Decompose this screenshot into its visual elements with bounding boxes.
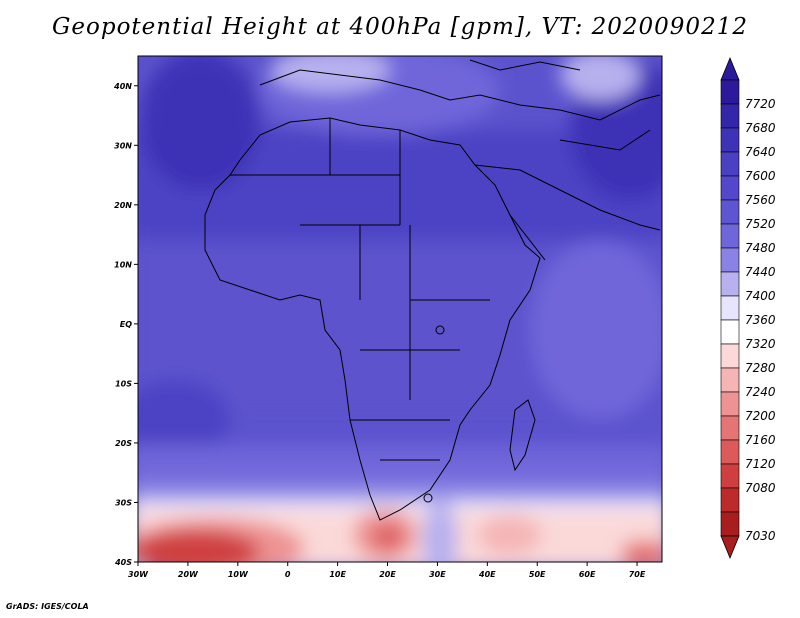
lon-tick-label: 30E bbox=[429, 570, 446, 579]
colorbar-label: 7640 bbox=[745, 145, 776, 159]
colorbar-swatch bbox=[720, 79, 740, 105]
lat-tick-label: 20N bbox=[114, 201, 132, 210]
colorbar-label: 7480 bbox=[745, 241, 776, 255]
lat-tick-label: 30S bbox=[115, 498, 132, 507]
colorbar-label: 7160 bbox=[745, 433, 776, 447]
lon-tick-label: 0 bbox=[285, 570, 291, 579]
colorbar-swatch bbox=[720, 343, 740, 369]
lon-tick-label: 20W bbox=[178, 570, 199, 579]
colorbar-swatch bbox=[720, 103, 740, 129]
map-frame bbox=[137, 55, 663, 563]
colorbar-swatch bbox=[720, 439, 740, 465]
colorbar-swatch bbox=[720, 247, 740, 273]
colorbar-swatch bbox=[720, 223, 740, 249]
colorbar-swatch bbox=[720, 487, 740, 513]
colorbar-swatch bbox=[720, 295, 740, 321]
lon-tick-label: 60E bbox=[579, 570, 596, 579]
colorbar-label: 7080 bbox=[745, 481, 776, 495]
lon-tick-label: 50E bbox=[529, 570, 546, 579]
colorbar-label: 7360 bbox=[745, 313, 776, 327]
lat-tick-label: EQ bbox=[120, 320, 132, 329]
colorbar-swatch bbox=[720, 151, 740, 177]
colorbar-swatch bbox=[720, 511, 740, 537]
colorbar-top-arrow bbox=[720, 56, 740, 81]
lat-tick-label: 10N bbox=[114, 260, 132, 269]
colorbar-label: 7120 bbox=[745, 457, 776, 471]
colorbar-swatch bbox=[720, 415, 740, 441]
colorbar-label: 7720 bbox=[745, 97, 776, 111]
colorbar-label: 7440 bbox=[745, 265, 776, 279]
lon-tick-label: 10E bbox=[329, 570, 346, 579]
colorbar-bottom-arrow bbox=[720, 535, 740, 560]
lat-tick-label: 10S bbox=[115, 379, 132, 388]
lon-tick-label: 40E bbox=[478, 570, 496, 579]
lat-tick-label: 40S bbox=[114, 558, 132, 567]
lat-tick-label: 20S bbox=[115, 439, 132, 448]
colorbar-label: 7320 bbox=[745, 337, 776, 351]
lat-tick-label: 30N bbox=[114, 141, 132, 150]
colorbar-label: 7400 bbox=[745, 289, 776, 303]
colorbar-swatch bbox=[720, 271, 740, 297]
colorbar-label: 7560 bbox=[745, 193, 776, 207]
coastlines bbox=[204, 59, 661, 521]
colorbar: 7720 7680 7640 7600 7560 7520 7480 7440 7400 7360… bbox=[720, 56, 776, 560]
lon-tick-label: 10W bbox=[228, 570, 249, 579]
lon-tick-group: 30W 20W 10W 0 10E 20E 30E 40E 50E 60E 70E bbox=[128, 562, 646, 579]
lon-tick-label: 30W bbox=[128, 570, 149, 579]
lon-tick-label: 20E bbox=[379, 570, 396, 579]
colorbar-swatch bbox=[720, 367, 740, 393]
colorbar-label: 7520 bbox=[745, 217, 776, 231]
colorbar-swatch bbox=[720, 463, 740, 489]
colorbar-swatch bbox=[720, 127, 740, 153]
colorbar-label: 7240 bbox=[745, 385, 776, 399]
colorbar-swatch bbox=[720, 391, 740, 417]
colorbar-label: 7680 bbox=[745, 121, 776, 135]
chart-title: Geopotential Height at 400hPa [gpm], VT:… bbox=[52, 14, 748, 40]
colorbar-label: 7600 bbox=[745, 169, 776, 183]
colorbar-label: 7280 bbox=[745, 361, 776, 375]
lat-tick-group: 40N 30N 20N 10N EQ 10S 20S 30S 40S bbox=[113, 82, 138, 567]
height-field bbox=[138, 56, 662, 562]
colorbar-swatch bbox=[720, 319, 740, 345]
colorbar-label: 7030 bbox=[745, 529, 776, 543]
lon-tick-label: 70E bbox=[629, 570, 646, 579]
colorbar-label: 7200 bbox=[745, 409, 776, 423]
lat-tick-label: 40N bbox=[113, 82, 132, 91]
colorbar-swatch bbox=[720, 175, 740, 201]
footer-credit: GrADS: IGES/COLA bbox=[6, 602, 89, 611]
colorbar-swatch bbox=[720, 199, 740, 225]
